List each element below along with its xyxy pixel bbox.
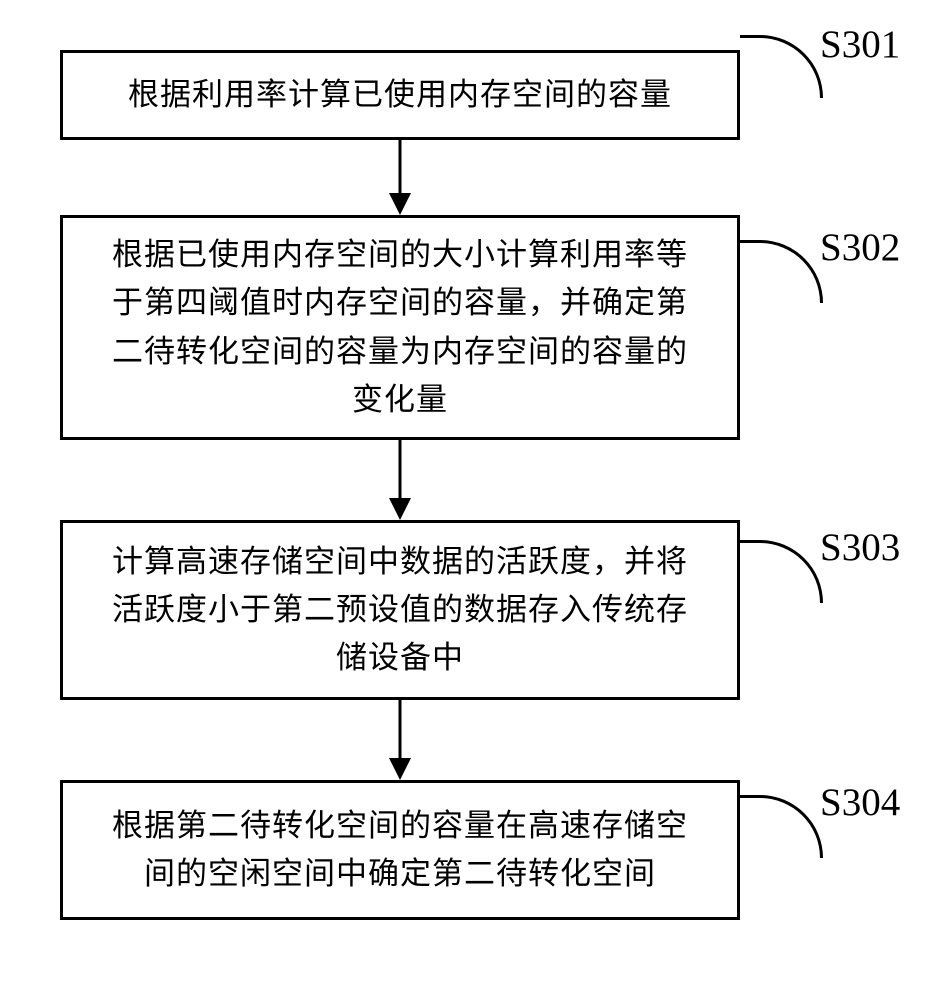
step-label-s301: S301: [820, 22, 900, 67]
arrow-head-3: [389, 758, 411, 780]
arrow-head-2: [389, 498, 411, 520]
arrow-line-1: [399, 140, 402, 195]
step-label-s303: S303: [820, 525, 900, 570]
step-box-s304: 根据第二待转化空间的容量在高速存储空 间的空闲空间中确定第二待转化空间: [60, 780, 740, 920]
step-box-s301: 根据利用率计算已使用内存空间的容量: [60, 50, 740, 140]
label-connector-s304: [740, 795, 823, 858]
arrow-line-2: [399, 440, 402, 500]
label-connector-s301: [740, 35, 823, 98]
arrow-head-1: [389, 193, 411, 215]
flowchart-canvas: 根据利用率计算已使用内存空间的容量 S301 根据已使用内存空间的大小计算利用率…: [0, 0, 940, 1000]
step-text-s302: 根据已使用内存空间的大小计算利用率等 于第四阈值时内存空间的容量，并确定第 二待…: [112, 231, 688, 423]
step-text-s303: 计算高速存储空间中数据的活跃度，并将 活跃度小于第二预设值的数据存入传统存 储设…: [112, 538, 688, 682]
step-text-s304: 根据第二待转化空间的容量在高速存储空 间的空闲空间中确定第二待转化空间: [112, 802, 688, 898]
arrow-line-3: [399, 700, 402, 760]
step-box-s302: 根据已使用内存空间的大小计算利用率等 于第四阈值时内存空间的容量，并确定第 二待…: [60, 215, 740, 440]
step-box-s303: 计算高速存储空间中数据的活跃度，并将 活跃度小于第二预设值的数据存入传统存 储设…: [60, 520, 740, 700]
step-label-s304: S304: [820, 780, 900, 825]
label-connector-s302: [740, 240, 823, 303]
label-connector-s303: [740, 540, 823, 603]
step-text-s301: 根据利用率计算已使用内存空间的容量: [128, 71, 672, 119]
step-label-s302: S302: [820, 225, 900, 270]
